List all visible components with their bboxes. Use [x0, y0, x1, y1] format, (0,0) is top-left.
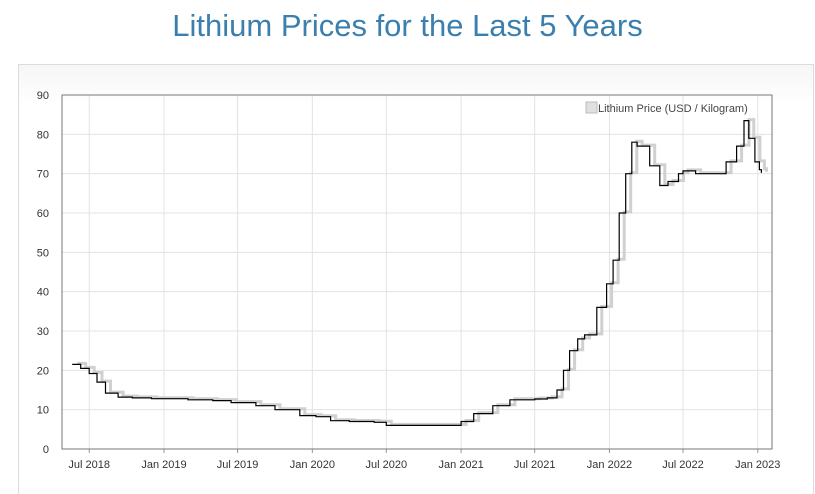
x-tick-label: Jan 2021 [438, 459, 483, 471]
series-shadow-line [77, 118, 768, 426]
x-tick-label: Jan 2023 [735, 459, 780, 471]
grid-lines [62, 94, 772, 450]
y-axis-ticks: 0 10 20 30 40 50 60 70 80 90 [37, 90, 49, 456]
chart-panel [18, 64, 814, 494]
x-tick-label: Jul 2021 [514, 459, 556, 471]
x-tick-label: Jul 2018 [68, 459, 110, 471]
series-layer [72, 118, 768, 426]
chart-title: Lithium Prices for the Last 5 Years [172, 8, 643, 43]
y-tick-label: 60 [37, 208, 49, 220]
x-tick-label: Jan 2020 [290, 459, 335, 471]
y-tick-label: 30 [37, 326, 49, 338]
y-tick-label: 0 [43, 444, 49, 456]
y-tick-label: 90 [37, 90, 49, 102]
y-tick-label: 80 [37, 129, 49, 141]
x-tick-label: Jul 2020 [366, 459, 408, 471]
x-tick-label: Jan 2019 [141, 459, 186, 471]
y-tick-label: 10 [37, 405, 49, 417]
x-tick-label: Jul 2019 [217, 459, 259, 471]
series-line[interactable] [72, 120, 762, 426]
y-tick-label: 50 [37, 247, 49, 259]
legend[interactable]: Lithium Price (USD / Kilogram) [585, 101, 748, 115]
y-tick-label: 20 [37, 365, 49, 377]
legend-label: Lithium Price (USD / Kilogram) [598, 103, 748, 115]
legend-swatch [585, 101, 598, 114]
x-tick-label: Jul 2022 [662, 459, 704, 471]
x-axis-ticks: Jul 2018 Jan 2019 Jul 2019 Jan 2020 Jul 2020… [68, 449, 780, 471]
x-tick-label: Jan 2022 [587, 459, 632, 471]
y-tick-label: 70 [37, 169, 49, 181]
plot-frame [61, 94, 773, 450]
y-tick-label: 40 [37, 287, 49, 299]
